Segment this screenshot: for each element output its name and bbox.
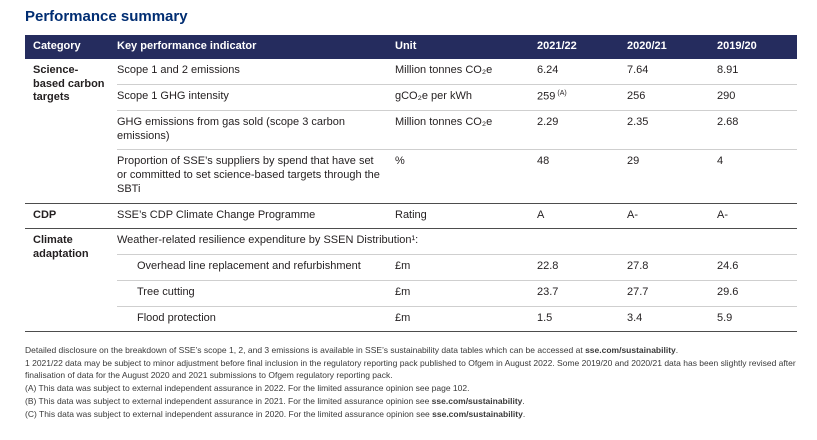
value-cell: 256 bbox=[627, 83, 717, 111]
value-cell: 23.7 bbox=[537, 279, 627, 307]
value-cell: 22.8 bbox=[537, 254, 627, 281]
col-header-2019-20: 2019/20 bbox=[717, 35, 797, 59]
value-cell: 290 bbox=[717, 83, 797, 111]
footnote-bold-link-text: sse.com/sustainability bbox=[432, 408, 523, 419]
unit-cell: Million tonnes CO₂e bbox=[395, 63, 493, 76]
value-cell: 2.35 bbox=[627, 109, 717, 150]
value-cell: 4 bbox=[717, 149, 797, 204]
value-cell: 3.4 bbox=[627, 305, 717, 332]
value-cell: 1.5 bbox=[537, 305, 627, 332]
table-row: GHG emissions from gas sold (scope 3 car… bbox=[25, 109, 797, 150]
unit-cell: Million tonnes CO₂e bbox=[395, 109, 537, 150]
value-cell: 6.24 bbox=[537, 63, 559, 76]
kpi-cell: SSE’s CDP Climate Change Programme bbox=[117, 202, 395, 229]
table-row: Overhead line replacement and refurbishm… bbox=[25, 254, 797, 281]
table-header-row: Category Key performance indicator Unit … bbox=[25, 35, 797, 59]
value-cell: 7.64 bbox=[627, 63, 649, 76]
assurance-note-a: (A) bbox=[557, 89, 567, 97]
kpi-cell: GHG emissions from gas sold (scope 3 car… bbox=[117, 109, 395, 150]
value-cell: A bbox=[537, 202, 627, 229]
performance-table: Category Key performance indicator Unit … bbox=[25, 35, 797, 333]
col-header-2021-22: 2021/22 bbox=[537, 35, 627, 59]
kpi-cell: Proportion of SSE’s suppliers by spend t… bbox=[117, 149, 395, 204]
page-title: Performance summary bbox=[25, 8, 188, 25]
value-cell: 27.7 bbox=[627, 279, 717, 307]
unit-cell: £m bbox=[395, 279, 537, 307]
category-cell-cdp: CDP bbox=[25, 202, 117, 229]
footnote-text: (C) This data was subject to external in… bbox=[25, 408, 433, 419]
value-cell: 2.29 bbox=[537, 109, 627, 150]
footnote: (C) This data was subject to external in… bbox=[25, 409, 815, 421]
footnote-bold-link-text: sse.com/sustainability bbox=[431, 395, 523, 406]
value-cell: 24.6 bbox=[717, 254, 797, 281]
value-cell: 27.8 bbox=[627, 254, 717, 281]
value-cell: 5.9 bbox=[717, 305, 797, 332]
kpi-span-cell: Weather-related resilience expenditure b… bbox=[117, 228, 797, 255]
footnote-text: 1 2021/22 data may be subject to minor a… bbox=[25, 358, 796, 381]
table-row: Climate adaptation Weather-related resil… bbox=[25, 228, 797, 332]
value-cell: 29 bbox=[627, 149, 717, 204]
kpi-cell: Flood protection bbox=[117, 305, 395, 332]
value-cell: 48 bbox=[537, 149, 627, 204]
value-cell: 8.91 bbox=[717, 63, 739, 76]
kpi-cell: Tree cutting bbox=[117, 279, 395, 307]
kpi-cell: Scope 1 GHG intensity bbox=[117, 83, 395, 111]
value-cell: 29.6 bbox=[717, 279, 797, 307]
value: 259 bbox=[537, 90, 556, 103]
kpi-cell: Overhead line replacement and refurbishm… bbox=[117, 254, 395, 281]
footnote-text: Detailed disclosure on the breakdown of … bbox=[25, 345, 586, 356]
footnote: (B) This data was subject to external in… bbox=[25, 396, 815, 408]
value-cell: A- bbox=[717, 202, 797, 229]
unit-cell: Rating bbox=[395, 202, 537, 229]
unit-cell: £m bbox=[395, 305, 537, 332]
col-header-kpi: Key performance indicator bbox=[117, 35, 395, 59]
report-page: Performance summary Category Key perform… bbox=[25, 8, 815, 420]
footnote-text: (B) This data was subject to external in… bbox=[25, 395, 432, 406]
col-header-2020-21: 2020/21 bbox=[627, 35, 717, 59]
table-row: Tree cutting £m 23.7 27.7 29.6 bbox=[25, 279, 797, 307]
category-cell-climate: Climate adaptation bbox=[25, 228, 117, 332]
table-row: Proportion of SSE’s suppliers by spend t… bbox=[25, 149, 797, 204]
footnote-text: . bbox=[522, 408, 526, 419]
unit-cell: % bbox=[395, 149, 537, 204]
value-cell: 2.68 bbox=[717, 109, 797, 150]
col-header-unit: Unit bbox=[395, 35, 537, 59]
footnote-text: (A) This data was subject to external in… bbox=[25, 383, 470, 394]
category-cell-science: Science-based carbon targets bbox=[33, 63, 105, 104]
table-row: CDP SSE’s CDP Climate Change Programme R… bbox=[25, 202, 797, 229]
kpi-cell: Scope 1 and 2 emissions bbox=[117, 63, 240, 76]
footnote: (A) This data was subject to external in… bbox=[25, 383, 815, 395]
unit-cell: gCO₂e per kWh bbox=[395, 83, 537, 111]
col-header-category: Category bbox=[25, 35, 117, 59]
table-row: Flood protection £m 1.5 3.4 5.9 bbox=[25, 305, 797, 332]
footnote-text: . bbox=[675, 345, 679, 356]
table-row: Science-based carbon targets Scope 1 and… bbox=[25, 59, 797, 104]
value-cell: A- bbox=[627, 202, 717, 229]
footnote: 1 2021/22 data may be subject to minor a… bbox=[25, 358, 815, 382]
value-cell: 259 (A) bbox=[537, 83, 627, 111]
footnote-bold-link-text: sse.com/sustainability bbox=[585, 345, 676, 356]
footnote-text: . bbox=[522, 395, 525, 406]
table-row: Scope 1 GHG intensity gCO₂e per kWh 259(… bbox=[25, 83, 797, 111]
footnotes-block: Detailed disclosure on the breakdown of … bbox=[25, 345, 815, 420]
unit-cell: £m bbox=[395, 254, 537, 281]
footnote: Detailed disclosure on the breakdown of … bbox=[25, 345, 815, 357]
